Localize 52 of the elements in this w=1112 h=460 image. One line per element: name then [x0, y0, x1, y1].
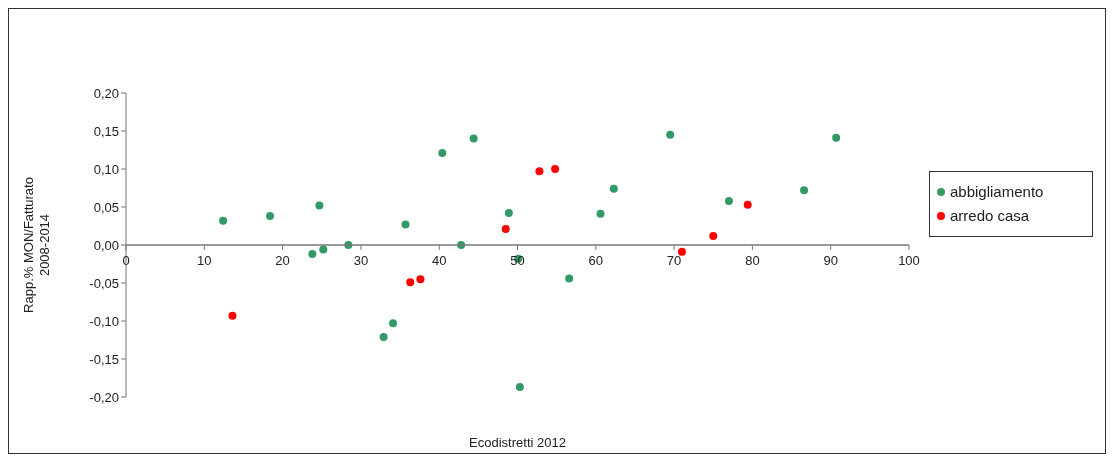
point — [535, 167, 544, 176]
point — [319, 245, 328, 254]
y-tick-label: -0,20 — [89, 389, 119, 405]
y-tick-label: 0,10 — [93, 161, 119, 177]
x-tick-label: 30 — [353, 253, 369, 268]
x-tick-label: 10 — [197, 253, 212, 268]
point — [832, 133, 841, 142]
y-tick-label: 0,00 — [93, 237, 119, 253]
x-tick-label: 50 — [510, 253, 525, 268]
point — [743, 200, 752, 209]
point — [219, 216, 228, 225]
point — [406, 278, 415, 287]
x-tick-label: 0 — [122, 253, 130, 268]
point — [709, 231, 718, 240]
x-tick-label: 80 — [745, 253, 760, 268]
point — [416, 275, 425, 284]
point — [666, 130, 675, 139]
point — [596, 209, 605, 218]
point — [515, 383, 524, 392]
point — [504, 209, 513, 218]
legend-label: abbigliamento — [950, 182, 1044, 202]
point — [379, 332, 388, 341]
x-tick-label: 70 — [666, 253, 682, 268]
point — [469, 134, 478, 143]
point — [565, 274, 574, 283]
point — [401, 220, 410, 229]
y-tick-label: -0,05 — [89, 275, 119, 291]
point — [266, 212, 275, 221]
point — [315, 201, 324, 210]
point — [228, 311, 237, 320]
point — [308, 250, 317, 259]
y-tick-label: 0,20 — [93, 85, 119, 101]
x-axis-title: Ecodistretti 2012 — [469, 435, 566, 450]
y-tick-label: 0,05 — [93, 199, 119, 215]
legend-label: arredo casa — [950, 206, 1030, 226]
x-tick-label: 60 — [588, 253, 604, 268]
point — [677, 247, 686, 256]
x-tick-label: 20 — [275, 253, 290, 268]
y-tick-label: -0,10 — [89, 313, 119, 329]
x-tick-label: 100 — [898, 253, 920, 268]
x-tick-label: 40 — [431, 253, 447, 268]
point — [800, 186, 809, 195]
point — [501, 225, 510, 234]
y-tick-label: 0,15 — [93, 123, 119, 139]
point — [389, 319, 397, 328]
point — [609, 184, 618, 193]
x-tick-label: 90 — [823, 253, 838, 268]
point — [438, 149, 447, 158]
point — [724, 196, 733, 205]
y-tick-label: -0,15 — [89, 351, 119, 367]
point — [551, 165, 560, 173]
y-axis-title: Rapp.% MON/Fatturato 2008-2014 — [21, 177, 52, 313]
